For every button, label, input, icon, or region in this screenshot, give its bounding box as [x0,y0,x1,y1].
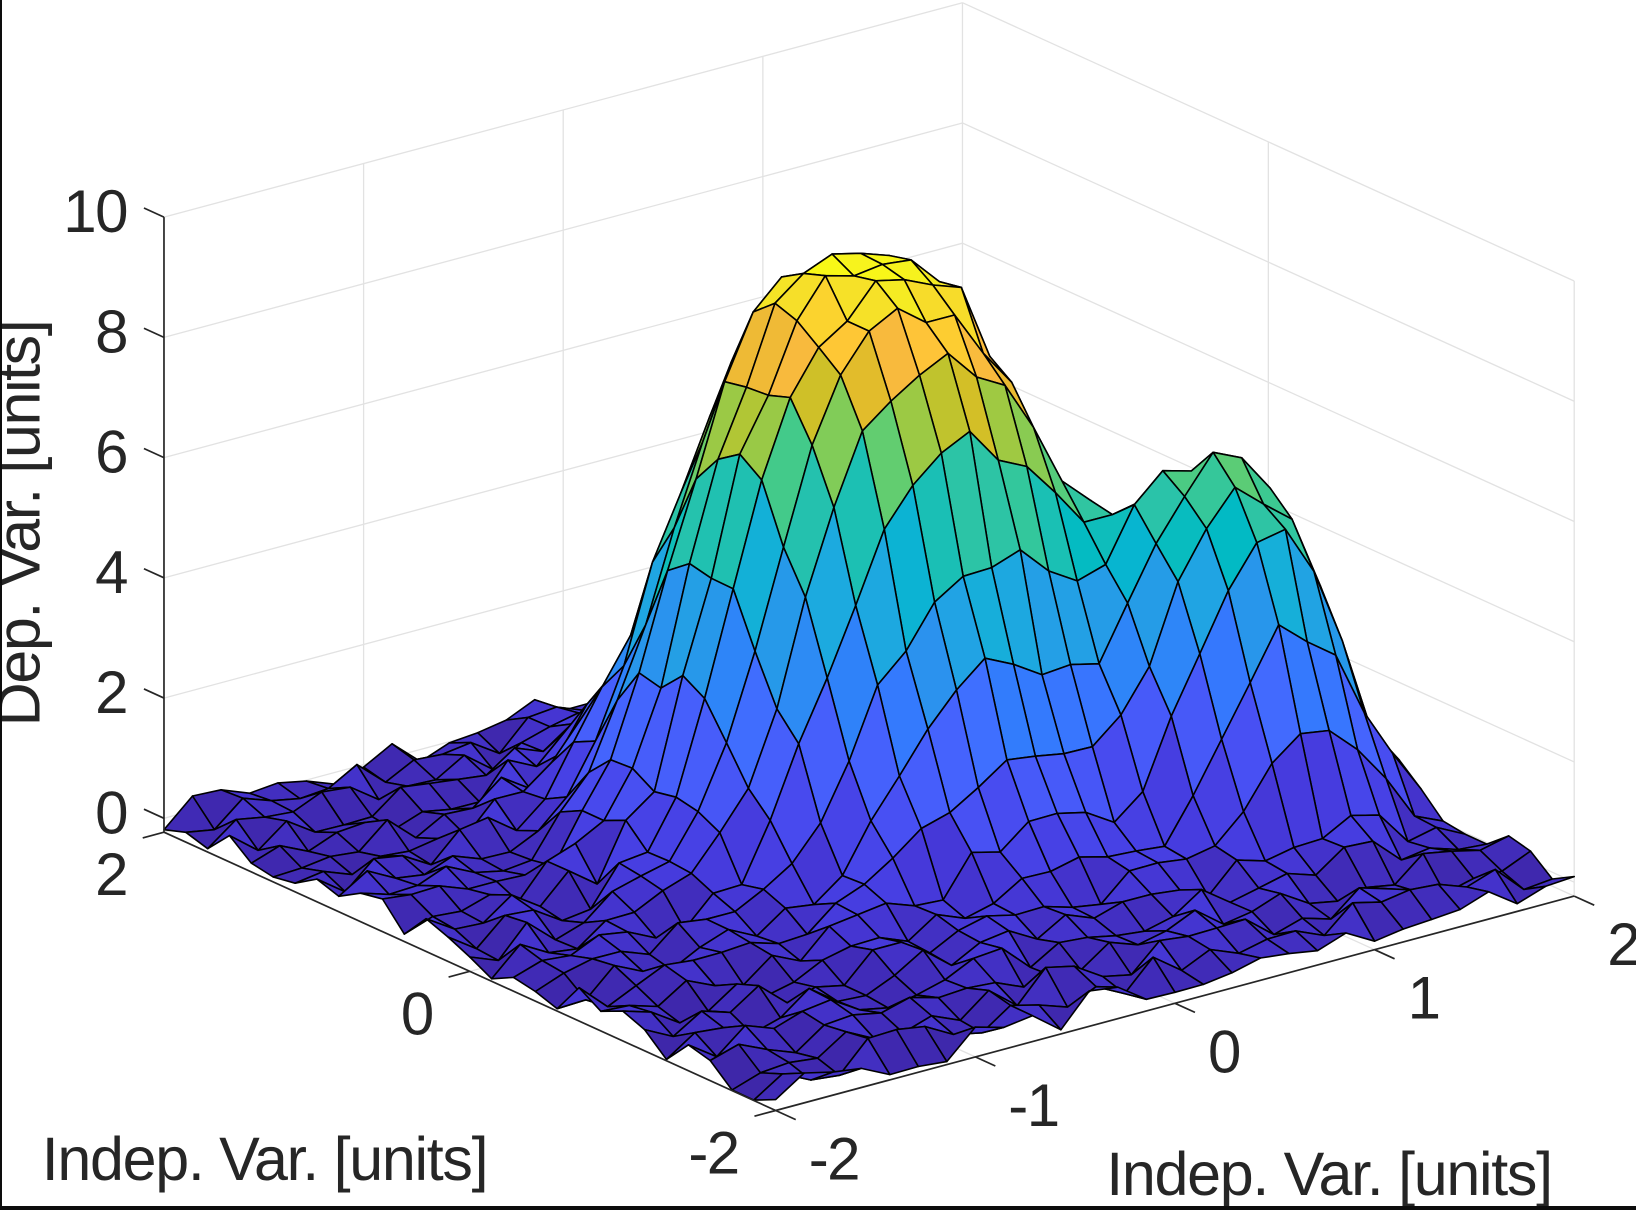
y-tick-label: 2 [95,841,127,908]
z-tick [143,567,165,579]
figure-border-left [0,0,2,1210]
x-tick [1174,1002,1196,1014]
grid-leftwall-z [163,2,963,218]
x-tick [1573,895,1595,906]
grid-rightwall-z [962,2,1575,282]
surface-face [752,1072,806,1101]
grid-rightwall-z [962,122,1575,402]
x-tick [974,1056,996,1067]
x-tick-label: 0 [1208,1018,1240,1085]
x-tick-label: 1 [1408,965,1440,1032]
z-tick-label: 2 [95,659,127,726]
z-tick [143,447,165,459]
y-tick [448,970,471,978]
z-tick-label: 8 [95,298,127,365]
figure-border-bottom [0,1206,1636,1210]
z-tick-label: 0 [95,779,127,846]
x-tick-label: -1 [1008,1072,1058,1139]
z-tick [143,207,165,218]
y-tick [142,831,165,839]
y-tick-label: 0 [401,980,433,1047]
z-tick [143,808,165,820]
x-tick [775,1109,797,1121]
x-tick [1374,948,1395,960]
x-tick-label: 2 [1607,911,1636,978]
z-axis-label: Dep. Var. [units] [0,320,53,727]
x-tick-label: -2 [809,1126,859,1193]
x-axis-label: Indep. Var. [units] [1106,1140,1553,1208]
z-tick-label: 10 [63,178,127,245]
y-axis-label: Indep. Var. [units] [41,1125,489,1193]
z-tick-label: 6 [95,419,127,486]
y-tick-label: -2 [688,1120,738,1187]
y-tick [754,1109,776,1118]
z-tick-label: 4 [95,539,127,606]
z-tick [143,327,165,339]
grid-leftwall-z [163,122,963,338]
z-tick [143,688,165,699]
grid-rightwall-z [962,242,1575,523]
